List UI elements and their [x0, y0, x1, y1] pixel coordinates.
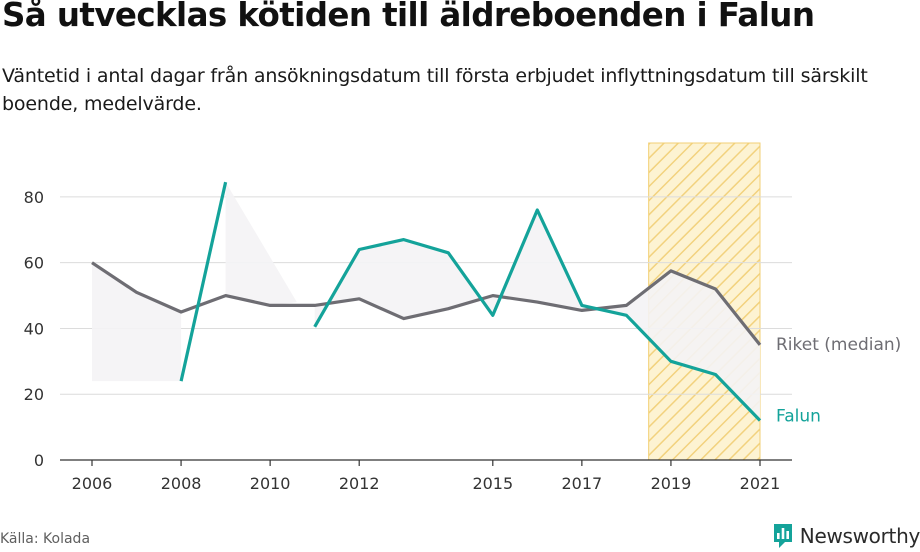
x-tick-label: 2017: [562, 474, 603, 493]
y-gridlines: 0 20 40 60 80: [24, 188, 792, 470]
newsworthy-logo-icon: [773, 524, 792, 548]
difference-area: [314, 210, 760, 421]
brand: Newsworthy: [772, 522, 920, 550]
brand-name: Newsworthy: [799, 524, 920, 548]
y-tick-label: 0: [34, 451, 44, 470]
x-tick-label: 2010: [250, 474, 291, 493]
series-line-riket: [91, 261, 762, 346]
chart-subtitle: Väntetid i antal dagar från ansökningsda…: [2, 65, 868, 115]
y-tick-label: 60: [24, 254, 44, 273]
difference-area: [225, 182, 297, 306]
x-axis: 2006 2008 2010 2012 2015 2017 2019 2021: [60, 459, 792, 493]
difference-shading: [92, 182, 760, 421]
y-tick-label: 20: [24, 385, 44, 404]
series-label-riket: Riket (median): [776, 335, 901, 355]
x-tick-label: 2008: [161, 474, 202, 493]
difference-area: [92, 262, 182, 382]
series-line-falun-segment-1: [179, 181, 228, 382]
series-label-falun: Falun: [776, 407, 821, 427]
source-note: Källa: Kolada: [0, 531, 91, 547]
x-tick-label: 2006: [72, 474, 113, 493]
x-tick-label: 2015: [472, 474, 513, 493]
series-line-falun-segment-2: [313, 208, 762, 422]
series-lines: [91, 181, 762, 422]
x-tick-label: 2012: [339, 474, 380, 493]
chart-title: Så utvecklas kötiden till äldreboenden i…: [2, 0, 815, 34]
x-tick-label: 2021: [740, 474, 781, 493]
series-labels: Riket (median) Falun: [776, 335, 901, 427]
y-tick-label: 40: [24, 319, 44, 338]
y-tick-label: 80: [24, 188, 44, 207]
x-tick-label: 2019: [651, 474, 692, 493]
